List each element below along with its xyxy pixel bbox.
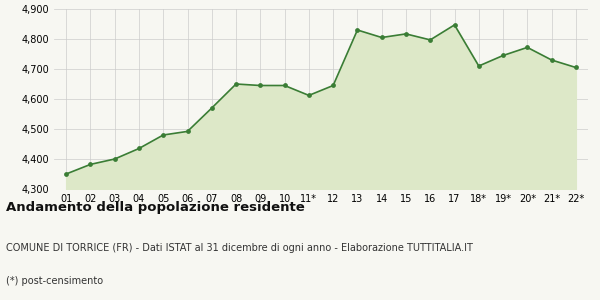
Point xyxy=(474,64,484,68)
Point xyxy=(547,58,556,62)
Point xyxy=(61,172,71,176)
Text: Andamento della popolazione residente: Andamento della popolazione residente xyxy=(6,201,305,214)
Point xyxy=(86,162,95,167)
Point xyxy=(304,93,314,98)
Point xyxy=(158,133,168,137)
Point xyxy=(498,53,508,58)
Point xyxy=(450,22,460,27)
Point xyxy=(256,83,265,88)
Point xyxy=(182,129,192,134)
Point xyxy=(207,106,217,110)
Point xyxy=(280,83,289,88)
Point xyxy=(328,83,338,88)
Point xyxy=(377,35,386,40)
Point xyxy=(425,38,435,42)
Text: COMUNE DI TORRICE (FR) - Dati ISTAT al 31 dicembre di ogni anno - Elaborazione T: COMUNE DI TORRICE (FR) - Dati ISTAT al 3… xyxy=(6,243,473,253)
Point xyxy=(523,45,532,50)
Text: (*) post-censimento: (*) post-censimento xyxy=(6,276,103,286)
Point xyxy=(110,157,119,161)
Point xyxy=(571,65,581,70)
Point xyxy=(231,82,241,86)
Point xyxy=(401,32,411,36)
Point xyxy=(353,28,362,32)
Point xyxy=(134,146,144,151)
